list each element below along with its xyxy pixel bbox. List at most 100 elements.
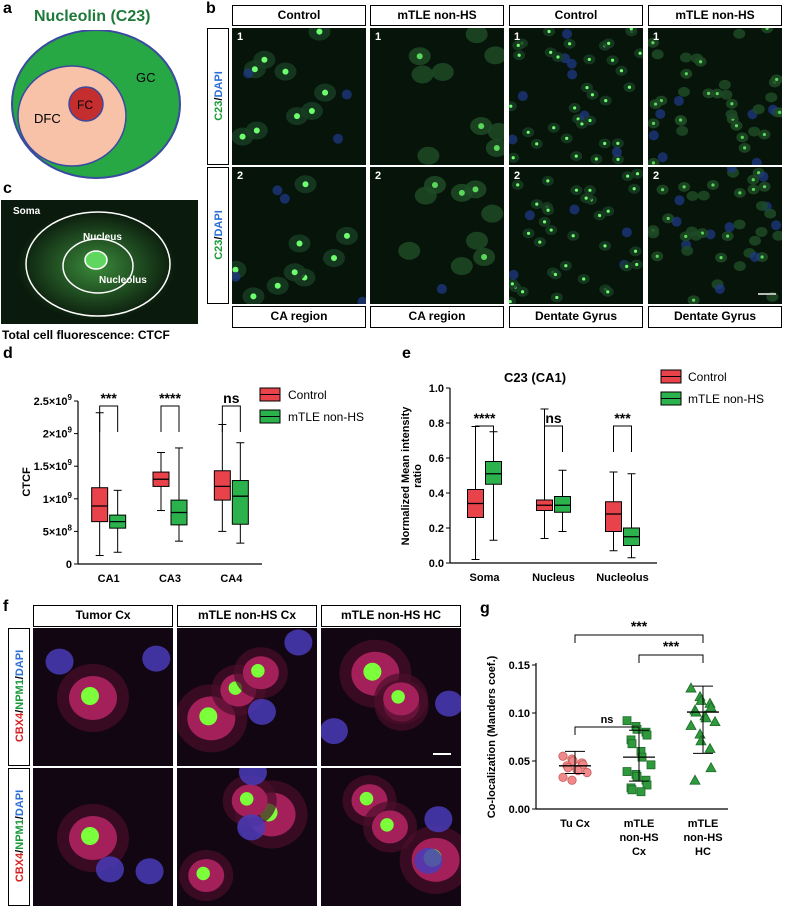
box-control bbox=[213, 470, 231, 501]
b-row-label: C23/DAPI bbox=[207, 28, 229, 165]
f-micrograph bbox=[177, 768, 317, 906]
b-panel-number: 2 bbox=[514, 170, 521, 182]
y-axis-label: Normalized Mean intensity bbox=[400, 406, 412, 546]
f-micrograph bbox=[177, 628, 317, 766]
nucleolus-label: Nucleolus bbox=[99, 275, 147, 286]
significance-bracket bbox=[544, 425, 563, 452]
significance-label: *** bbox=[631, 618, 648, 634]
significance-label: **** bbox=[159, 390, 181, 406]
y-tick-label: 1×109 bbox=[43, 491, 73, 506]
box-control bbox=[91, 487, 109, 523]
y-tick-label: 0.2 bbox=[429, 523, 444, 535]
data-point bbox=[646, 760, 656, 770]
cell-image: Soma Nucleus Nucleolus bbox=[1, 200, 198, 324]
b-panel-number: 2 bbox=[237, 170, 244, 182]
y-tick-label: 0.15 bbox=[509, 660, 530, 672]
data-point bbox=[567, 775, 577, 785]
panel-label-e: e bbox=[402, 345, 411, 362]
panel-label-b: b bbox=[206, 0, 216, 17]
data-point bbox=[636, 787, 646, 797]
b-panel-number: 2 bbox=[375, 170, 382, 182]
x-tick-label: CA1 bbox=[98, 573, 120, 585]
y-tick-label: 1.0 bbox=[429, 383, 444, 395]
c23-dapi-label: C23/DAPI bbox=[213, 70, 225, 121]
data-point bbox=[704, 742, 716, 753]
panel-label-f: f bbox=[3, 598, 9, 615]
data-point bbox=[642, 730, 652, 740]
b-col-header: mTLE non-HS bbox=[370, 5, 504, 26]
data-point bbox=[705, 761, 717, 773]
c23-intensity-boxplot: 0.0 0.2 0.4 0.6 0.8 1.0 Soma **** Nucleus ns Nucle… bbox=[400, 369, 764, 584]
b-col-header: Control bbox=[509, 5, 643, 26]
significance-bracket bbox=[574, 726, 640, 735]
soma-label: Soma bbox=[13, 206, 41, 217]
significance-bracket bbox=[160, 405, 180, 432]
y-axis-label: CTCF bbox=[21, 467, 33, 497]
y-tick-label: 0.00 bbox=[509, 804, 530, 816]
data-point bbox=[709, 715, 721, 727]
b-micrograph: 1 bbox=[509, 28, 643, 165]
f-col-header: Tumor Cx bbox=[33, 605, 173, 627]
nucleolus-outline bbox=[84, 250, 108, 270]
significance-bracket bbox=[99, 405, 119, 432]
colocalization-scatter: 0.00 0.05 0.10 0.15 Co-localization (Manders… bbox=[486, 618, 728, 858]
b-micrograph: 1 bbox=[232, 28, 366, 165]
b-micrograph: 1 bbox=[370, 28, 504, 165]
x-tick-label: non-HS bbox=[683, 832, 722, 844]
nucleolin-title: Nucleolin (C23) bbox=[34, 8, 151, 25]
f-row-label: CBX4/NPM1/DAPI bbox=[8, 768, 30, 906]
fc-region bbox=[68, 86, 104, 122]
legend-label: Control bbox=[688, 370, 727, 384]
y-tick-label: 0.10 bbox=[509, 708, 530, 720]
significance-label: ns bbox=[545, 410, 562, 426]
data-point bbox=[558, 772, 568, 782]
y-axis-label: Co-localization (Manders coef.) bbox=[486, 655, 498, 818]
nucleus-label: Nucleus bbox=[83, 232, 122, 243]
significance-label: **** bbox=[474, 410, 496, 426]
data-point bbox=[558, 751, 568, 761]
significance-bracket bbox=[221, 405, 241, 432]
b-panel-number: 1 bbox=[237, 31, 244, 43]
legend-label: Control bbox=[288, 388, 327, 402]
b-panel-number: 1 bbox=[653, 31, 660, 43]
f-row-label: CBX4/NPM1/DAPI bbox=[8, 628, 30, 766]
dfc-region bbox=[17, 65, 127, 167]
c23-dapi-label: C23/DAPI bbox=[213, 209, 225, 260]
cbx4-npm1-dapi-label: CBX4/NPM1/DAPI bbox=[14, 789, 26, 883]
data-point bbox=[627, 739, 637, 749]
data-point bbox=[622, 767, 632, 776]
significance-bracket bbox=[613, 425, 632, 452]
x-tick-label: mTLE bbox=[688, 818, 719, 830]
significance-label: *** bbox=[100, 390, 117, 406]
gc-label: GC bbox=[136, 70, 156, 85]
f-col-header: mTLE non-HS HC bbox=[321, 605, 461, 627]
f-micrograph bbox=[33, 768, 173, 906]
b-col-footer: Dentate Gyrus bbox=[509, 306, 643, 328]
b-col-footer: CA region bbox=[232, 306, 366, 328]
cbx4-npm1-dapi-label: CBX4/NPM1/DAPI bbox=[14, 649, 26, 743]
x-tick-label: CA3 bbox=[159, 573, 181, 585]
fc-label: FC bbox=[77, 98, 93, 112]
y-tick-label: 1.5×109 bbox=[34, 458, 73, 473]
y-tick-label: 5×108 bbox=[43, 523, 73, 538]
x-tick-label: mTLE bbox=[624, 818, 655, 830]
y-tick-label: 0.05 bbox=[509, 756, 530, 768]
y-tick-label: 2.5×109 bbox=[34, 393, 73, 408]
b-col-footer: CA region bbox=[370, 306, 504, 328]
ctcf-caption: Total cell fluorescence: CTCF bbox=[2, 328, 170, 342]
significance-label: *** bbox=[614, 410, 631, 426]
data-point bbox=[685, 682, 697, 693]
b-micrograph: 2 bbox=[232, 167, 366, 304]
ctcf-boxplot: 0 5×108 1×109 1.5×109 2×109 2.5×109 CA1 *** CA3 *… bbox=[21, 387, 364, 585]
y-tick-label: 0 bbox=[66, 559, 72, 571]
x-tick-label: Tu Cx bbox=[560, 818, 591, 830]
data-point bbox=[622, 716, 632, 726]
box-mtle bbox=[554, 496, 571, 513]
box-mtle bbox=[485, 461, 502, 485]
chart-title: C23 (CA1) bbox=[504, 370, 566, 385]
legend-label: mTLE non-HS bbox=[288, 410, 364, 424]
data-point bbox=[582, 767, 592, 778]
nucleolus-diagram: GC DFC FC bbox=[11, 30, 181, 179]
b-panel-number: 2 bbox=[653, 170, 660, 182]
x-tick-label: HC bbox=[695, 846, 711, 858]
